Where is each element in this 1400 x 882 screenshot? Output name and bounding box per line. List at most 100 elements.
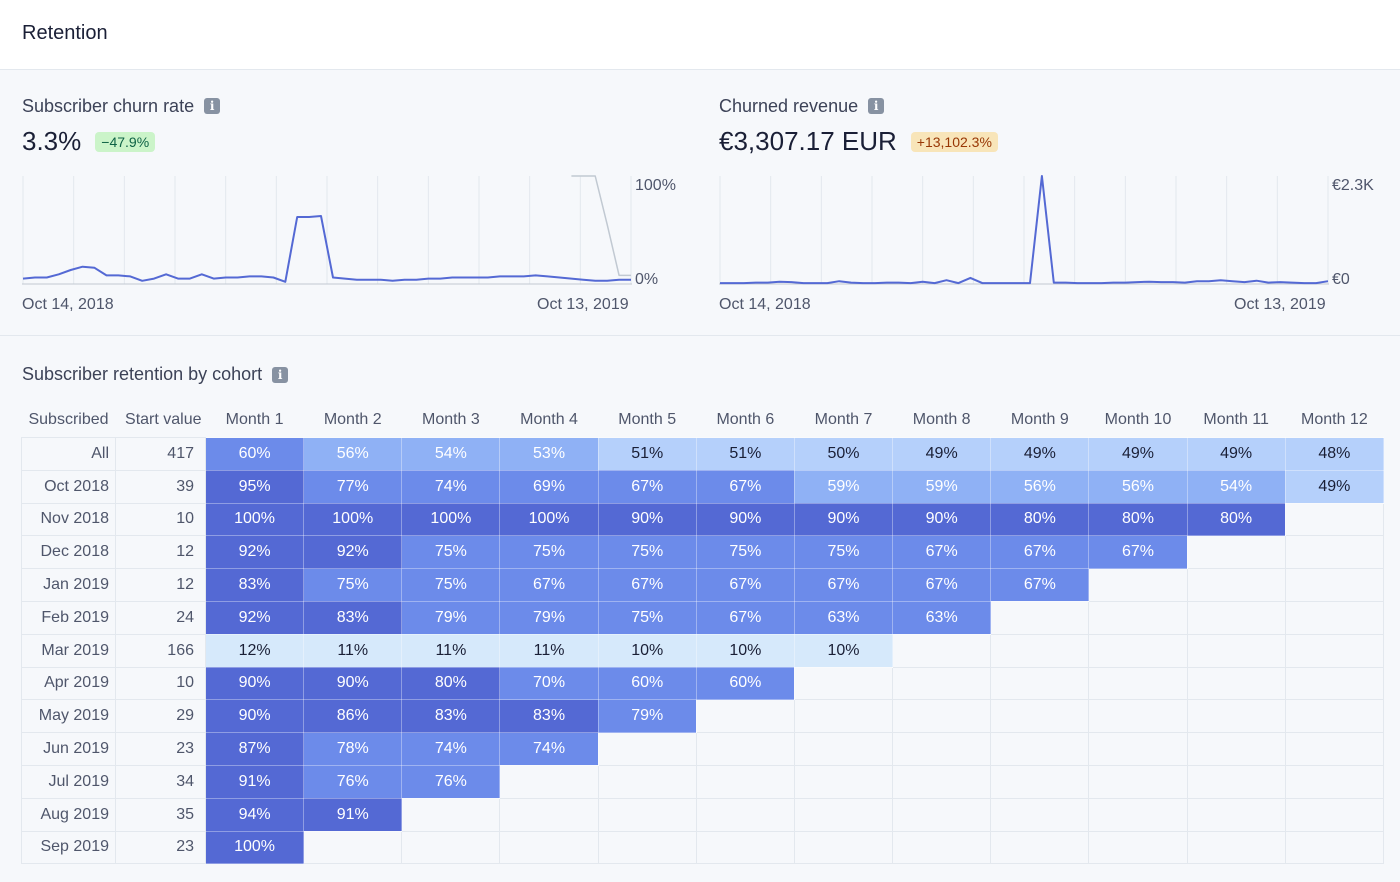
churn-rate-card: Subscriber churn rate i 3.3% −47.9% [22,92,220,157]
retention-cell: 12% [206,634,304,667]
empty-cell [991,700,1089,733]
empty-cell [1089,601,1187,634]
retention-cell: 86% [304,700,402,733]
start-value: 10 [116,503,206,536]
retention-cell: 90% [893,503,991,536]
info-icon[interactable]: i [204,98,220,114]
empty-cell [1089,569,1187,602]
empty-cell [500,831,598,864]
retention-cell: 100% [500,503,598,536]
empty-cell [1285,765,1383,798]
empty-cell [893,765,991,798]
churn-rate-chart[interactable] [22,174,632,286]
retention-cell: 100% [402,503,500,536]
retention-cell: 11% [304,634,402,667]
column-header: Month 10 [1089,403,1187,438]
empty-cell [1187,667,1285,700]
churn-x-start-label: Oct 14, 2018 [22,296,114,314]
retention-cell: 51% [696,438,794,471]
start-value: 417 [116,438,206,471]
churned-revenue-chart[interactable] [719,174,1329,286]
cohort-row: Jan 2019 12 83% 75% 75% 67% 67% 67% 67% 67% 67% [22,569,1384,602]
empty-cell [991,765,1089,798]
cohort-row: Nov 2018 10 100% 100% 100% 100% 90% 90% 90% 90% 80… [22,503,1384,536]
empty-cell [1285,798,1383,831]
revenue-y-max-label: €2.3K [1332,177,1374,195]
retention-cell: 10% [696,634,794,667]
page-title: Retention [22,22,108,45]
section-divider [0,335,1400,336]
retention-cell: 67% [696,601,794,634]
retention-cell: 90% [598,503,696,536]
column-header: Month 3 [402,403,500,438]
retention-cell: 75% [696,536,794,569]
churn-rate-change-badge: −47.9% [95,132,155,152]
empty-cell [304,831,402,864]
retention-cell: 10% [794,634,892,667]
cohort-row: Feb 2019 24 92% 83% 79% 79% 75% 67% 63% 63% [22,601,1384,634]
empty-cell [794,798,892,831]
retention-cell: 49% [1089,438,1187,471]
retention-cell: 67% [794,569,892,602]
column-header: Month 8 [893,403,991,438]
page-header: Retention [0,0,1400,70]
start-value: 39 [116,470,206,503]
retention-cell: 80% [402,667,500,700]
empty-cell [1285,569,1383,602]
empty-cell [794,831,892,864]
retention-cell: 56% [991,470,1089,503]
empty-cell [1089,733,1187,766]
retention-cell: 95% [206,470,304,503]
retention-cell: 75% [794,536,892,569]
retention-cell: 11% [402,634,500,667]
cohort-label: Apr 2019 [22,667,116,700]
cohort-label: Jun 2019 [22,733,116,766]
cohort-row: Aug 2019 35 94% 91% [22,798,1384,831]
empty-cell [500,765,598,798]
empty-cell [1285,700,1383,733]
retention-cell: 94% [206,798,304,831]
retention-cell: 60% [696,667,794,700]
column-header: Month 5 [598,403,696,438]
empty-cell [1187,765,1285,798]
cohort-label: Oct 2018 [22,470,116,503]
empty-cell [1187,733,1285,766]
retention-cell: 91% [304,798,402,831]
retention-cell: 80% [1089,503,1187,536]
empty-cell [696,765,794,798]
cohort-label: Sep 2019 [22,831,116,864]
retention-cell: 54% [402,438,500,471]
retention-cell: 67% [893,569,991,602]
retention-cell: 59% [794,470,892,503]
column-header: Month 2 [304,403,402,438]
cohort-row: Apr 2019 10 90% 90% 80% 70% 60% 60% [22,667,1384,700]
column-header: Month 1 [206,403,304,438]
retention-cell: 76% [304,765,402,798]
info-icon[interactable]: i [272,367,288,383]
cohort-label: All [22,438,116,471]
retention-cell: 59% [893,470,991,503]
retention-cell: 49% [1187,438,1285,471]
start-value: 23 [116,733,206,766]
empty-cell [1285,667,1383,700]
empty-cell [1187,634,1285,667]
empty-cell [696,798,794,831]
empty-cell [402,831,500,864]
start-value: 35 [116,798,206,831]
info-icon[interactable]: i [868,98,884,114]
column-header: Month 6 [696,403,794,438]
cohort-label: Jul 2019 [22,765,116,798]
empty-cell [1285,503,1383,536]
empty-cell [598,733,696,766]
cohort-row: May 2019 29 90% 86% 83% 83% 79% [22,700,1384,733]
retention-cell: 87% [206,733,304,766]
revenue-y-min-label: €0 [1332,271,1350,289]
empty-cell [696,733,794,766]
column-header: Month 11 [1187,403,1285,438]
empty-cell [991,601,1089,634]
start-value: 10 [116,667,206,700]
empty-cell [696,831,794,864]
empty-cell [991,634,1089,667]
column-header: Start value [116,403,206,438]
empty-cell [1285,634,1383,667]
